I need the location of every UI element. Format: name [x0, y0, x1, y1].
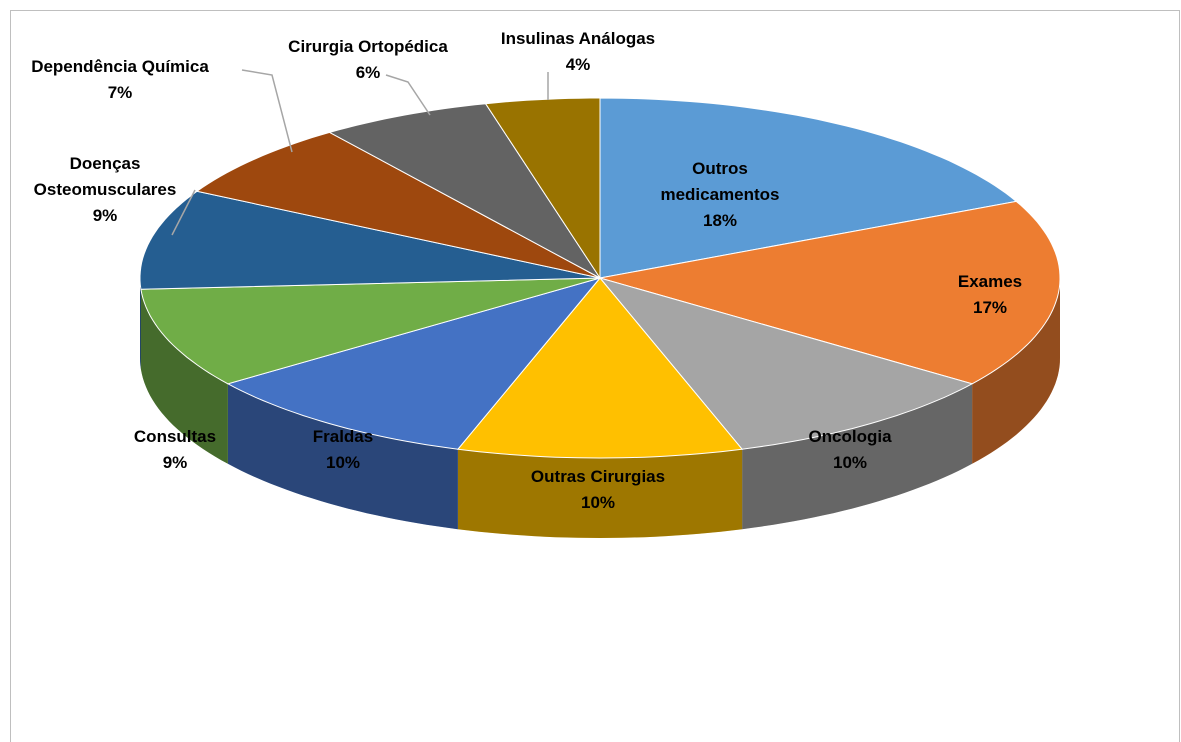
data-label: Cirurgia Ortopédica 6% [268, 34, 468, 86]
value-label: 9% [162, 453, 188, 472]
category-label: Outros medicamentos [660, 159, 780, 204]
category-label: Exames [957, 272, 1023, 291]
slice-side [140, 278, 141, 370]
value-label: 9% [92, 206, 118, 225]
leader-line [241, 69, 293, 153]
category-label: Fraldas [312, 427, 374, 446]
slice [226, 277, 602, 450]
value-label: 10% [325, 453, 361, 472]
slice-side [227, 383, 458, 530]
slice [195, 131, 601, 279]
category-label: Insulinas Análogas [500, 29, 656, 48]
slice [139, 190, 601, 290]
slice [484, 97, 601, 280]
data-label: Oncologia 10% [780, 424, 920, 476]
slice-side-shade [457, 449, 743, 538]
value-label: 10% [832, 453, 868, 472]
data-label: Exames 17% [930, 269, 1050, 321]
category-label: Dependência Química [31, 57, 209, 76]
category-label: Doenças Osteomusculares [33, 154, 177, 199]
slice-side [457, 449, 743, 538]
value-label: 18% [702, 211, 738, 230]
data-label: Doenças Osteomusculares 9% [10, 151, 200, 229]
slice-side-shade [742, 383, 973, 530]
slice-side-shade [140, 289, 228, 464]
category-label: Outras Cirurgias [530, 467, 666, 486]
slice-side [972, 278, 1060, 464]
value-label: 10% [580, 493, 616, 512]
slice-side-shade [140, 278, 141, 370]
slice [599, 200, 1061, 385]
category-label: Consultas [133, 427, 217, 446]
chart-frame [10, 10, 1180, 742]
slice [598, 277, 974, 450]
value-label: 6% [355, 63, 381, 82]
leader-line [171, 189, 196, 236]
slice [599, 97, 1018, 279]
data-label: Dependência Química 7% [5, 54, 235, 106]
slice [456, 277, 744, 459]
slice-side-shade [972, 278, 1060, 464]
slice-side [140, 289, 228, 464]
data-label: Outros medicamentos 18% [635, 156, 805, 234]
data-label: Fraldas 10% [283, 424, 403, 476]
data-label: Insulinas Análogas 4% [478, 26, 678, 78]
slice [140, 277, 601, 385]
category-label: Oncologia [808, 427, 892, 446]
data-label: Consultas 9% [115, 424, 235, 476]
slice-side-shade [227, 383, 458, 530]
slice [328, 103, 601, 279]
value-label: 4% [565, 55, 591, 74]
category-label: Cirurgia Ortopédica [288, 37, 448, 56]
value-label: 17% [972, 298, 1008, 317]
leader-line [385, 74, 431, 116]
value-label: 7% [107, 83, 133, 102]
slice-side [742, 383, 973, 530]
data-label: Outras Cirurgias 10% [498, 464, 698, 516]
